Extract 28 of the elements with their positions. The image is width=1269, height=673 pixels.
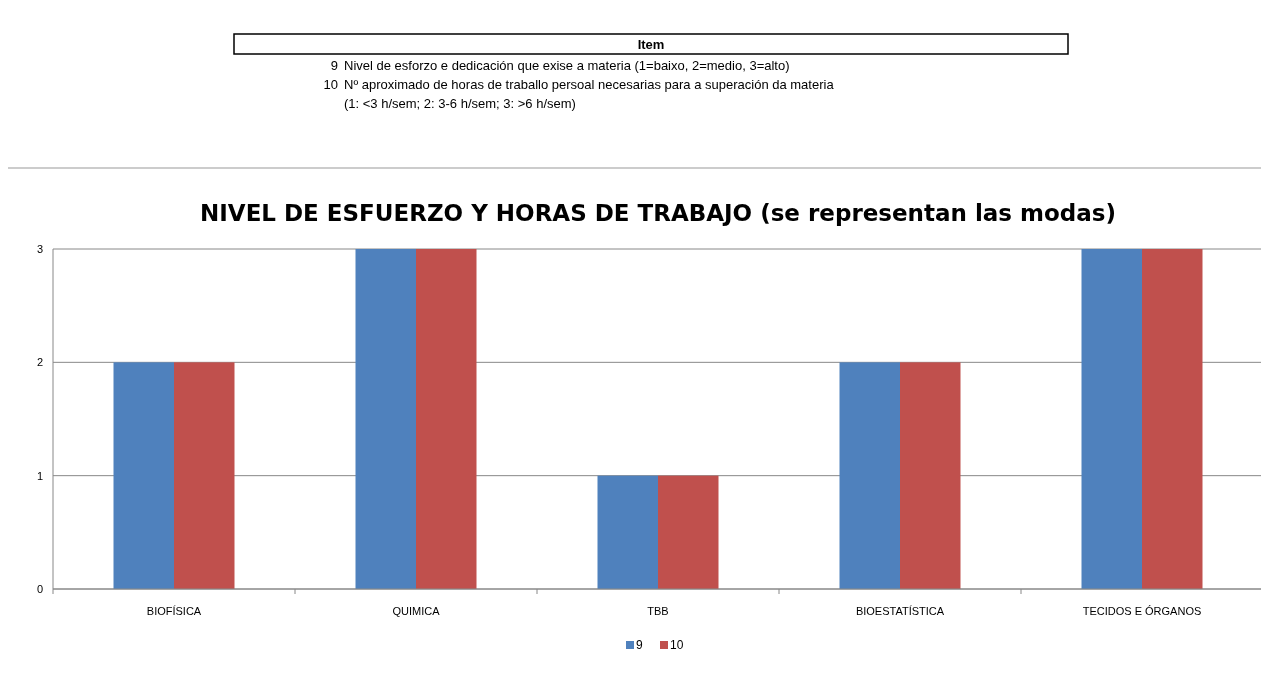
text: (1: <3 h/sem; 2: 3-6 h/sem; 3: >6 h/sem) <box>344 96 576 111</box>
text: Nº aproximado de horas de traballo persoal necesarias para a superación da materia <box>344 77 835 92</box>
bar <box>597 475 658 589</box>
bar <box>113 362 174 589</box>
y-tick-label: 1 <box>36 469 43 482</box>
y-tick-label: 0 <box>36 583 43 595</box>
x-tick-label: TBB <box>647 605 669 617</box>
bar <box>1142 249 1203 589</box>
y-tick-label: 3 <box>36 243 43 255</box>
text: Item <box>637 37 665 52</box>
bar <box>1081 249 1142 589</box>
bar <box>355 249 416 589</box>
text: Nivel de esforzo e dedicación que exise a materia (1=baixo, 2=medio, 3=alto) <box>344 58 790 73</box>
chart-title: NIVEL DE ESFUERZO Y HORAS DE TRABAJO (se representan las modas) <box>200 200 1116 226</box>
legend-label: 9 <box>636 638 643 652</box>
legend-label: 10 <box>670 638 684 652</box>
x-tick-label: BIOFÍSICA <box>146 605 202 617</box>
text: 9 <box>330 58 338 73</box>
x-tick-label: BIOESTATÍSTICA <box>855 605 945 617</box>
bar <box>174 362 235 589</box>
bar <box>900 362 961 589</box>
bar <box>416 249 477 589</box>
x-tick-label: TECIDOS E ÓRGANOS <box>1082 605 1202 617</box>
y-tick-label: 2 <box>36 356 43 369</box>
bar <box>839 362 900 589</box>
x-tick-label: QUIMICA <box>392 605 441 617</box>
bar <box>658 475 719 589</box>
text: 10 <box>323 77 338 92</box>
